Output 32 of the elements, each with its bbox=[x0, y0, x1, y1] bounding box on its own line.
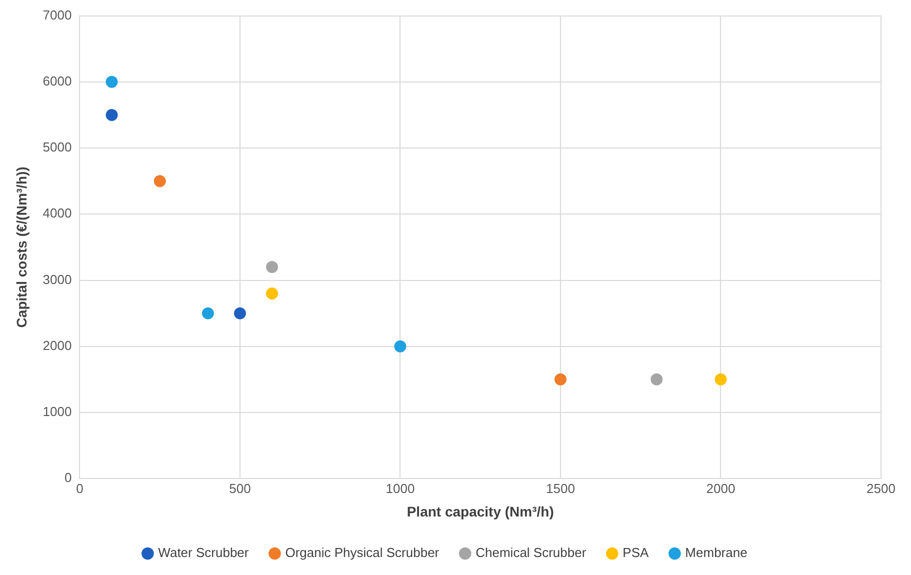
legend-label: Organic Physical Scrubber bbox=[285, 545, 440, 560]
point bbox=[266, 261, 278, 274]
x-tick-label: 2000 bbox=[706, 480, 736, 496]
y-tick-label: 0 bbox=[64, 470, 72, 486]
point bbox=[154, 175, 166, 188]
y-tick-label: 2000 bbox=[42, 338, 72, 353]
x-tick-label: 1500 bbox=[546, 480, 575, 496]
y-axis-title: Capital costs (€/(Nm³/h)) bbox=[13, 166, 30, 328]
point bbox=[234, 307, 246, 320]
x-tick-label: 2500 bbox=[866, 480, 896, 496]
x-tick-label: 0 bbox=[76, 480, 84, 496]
legend-label: Chemical Scrubber bbox=[476, 545, 587, 560]
point bbox=[106, 108, 118, 121]
point bbox=[650, 373, 663, 386]
y-tick-label: 4000 bbox=[42, 206, 72, 221]
y-tick-label: 3000 bbox=[42, 272, 72, 287]
point bbox=[394, 340, 406, 352]
y-tick-label: 6000 bbox=[42, 73, 72, 88]
x-axis-title: Plant capacity (Nm³/h) bbox=[406, 503, 554, 520]
legend-label: Water Scrubber bbox=[158, 545, 250, 560]
point bbox=[554, 373, 566, 386]
y-tick-label: 7000 bbox=[42, 7, 72, 22]
legend-label: Membrane bbox=[685, 545, 748, 560]
y-tick-label: 1000 bbox=[42, 404, 72, 420]
point bbox=[202, 307, 214, 320]
x-tick-label: 500 bbox=[229, 480, 251, 496]
legend-label: PSA bbox=[622, 545, 650, 560]
x-tick-label: 1000 bbox=[386, 480, 415, 496]
point bbox=[266, 287, 278, 300]
point bbox=[106, 76, 118, 88]
point bbox=[714, 373, 727, 386]
y-tick-label: 5000 bbox=[42, 140, 72, 155]
